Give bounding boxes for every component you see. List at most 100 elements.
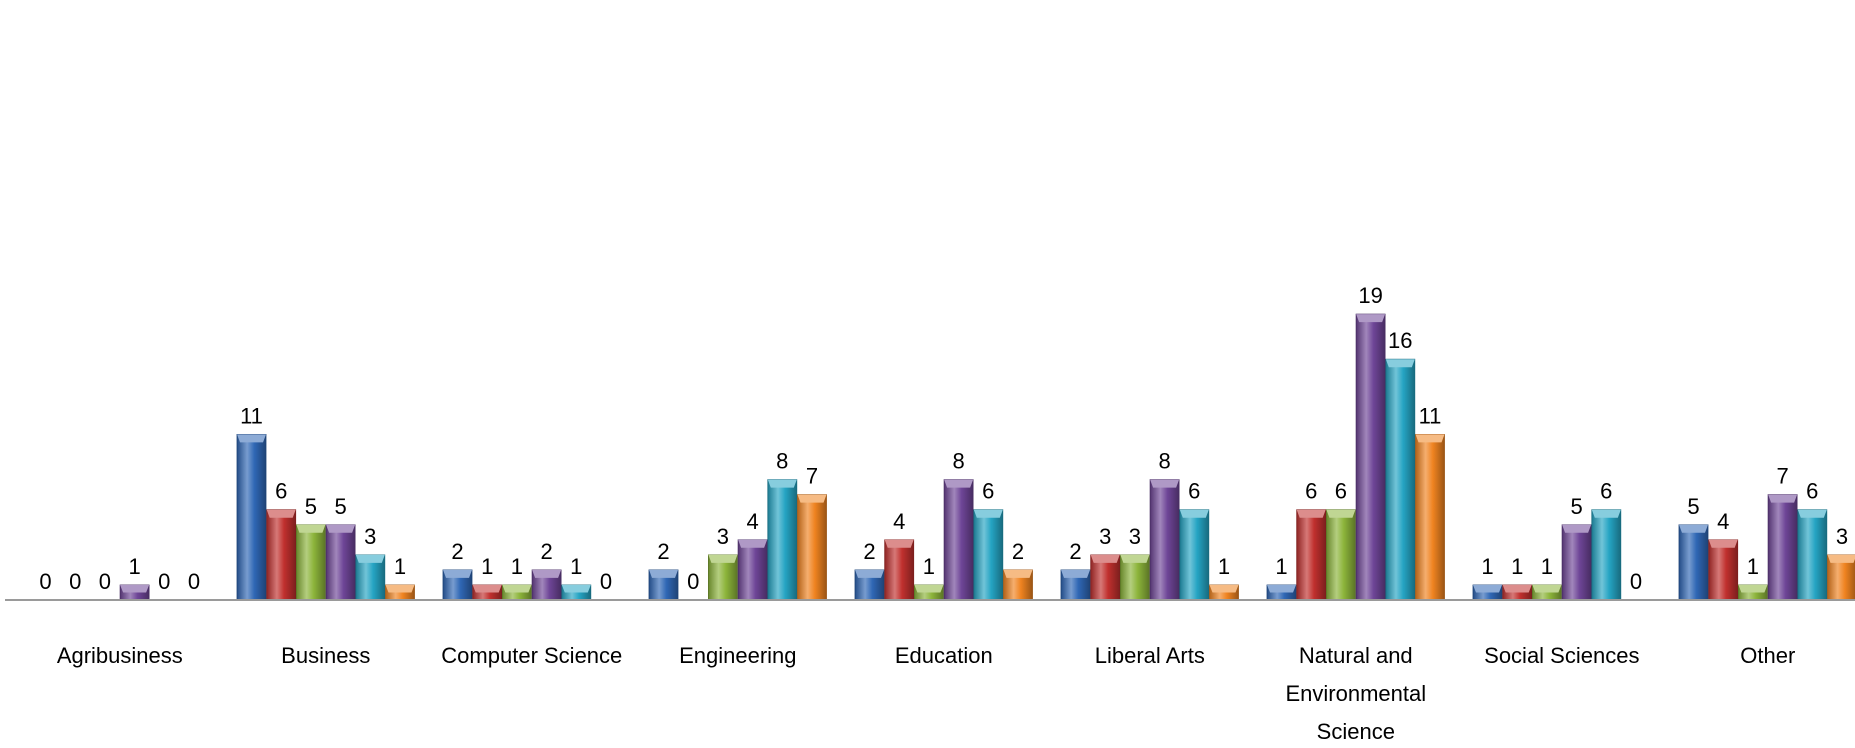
bar-cap-1-3 [326,524,356,533]
value-label-4-4: 6 [982,479,994,504]
value-label-0-5: 0 [188,569,200,594]
value-label-8-5: 3 [1836,524,1848,549]
bar-7-3 [1561,524,1592,601]
bar-7-4 [1591,509,1622,601]
bar-6-1 [1296,509,1327,601]
bar-6-2 [1326,509,1356,601]
bar-6-5 [1415,433,1445,601]
bar-cap-7-0 [1473,585,1502,593]
category-label-1: Business [281,643,370,668]
bar-cap-4-5 [1003,569,1033,578]
bar-cap-7-4 [1591,509,1621,518]
bar-cap-3-2 [708,554,738,563]
value-label-6-1: 6 [1305,479,1317,504]
category-label-8: Other [1740,643,1795,668]
value-label-8-1: 4 [1717,509,1729,534]
value-label-1-1: 6 [275,479,287,504]
bar-cap-7-2 [1532,585,1562,593]
value-label-2-4: 1 [570,554,582,579]
bar-cap-5-5 [1209,585,1239,593]
bar-cap-1-4 [355,554,385,563]
value-label-7-2: 1 [1541,554,1553,579]
bar-cap-7-3 [1562,524,1592,533]
value-label-1-4: 3 [364,524,376,549]
category-label-5: Liberal Arts [1095,643,1205,668]
bar-cap-5-0 [1061,569,1090,578]
bar-cap-8-5 [1827,554,1855,563]
bar-1-1 [266,509,297,601]
bar-4-3 [943,479,974,601]
value-label-6-2: 6 [1335,479,1347,504]
value-label-4-3: 8 [952,449,964,474]
value-label-0-4: 0 [158,569,170,594]
bar-6-4 [1385,358,1416,601]
bar-cap-4-0 [855,569,884,578]
bar-cap-5-4 [1179,509,1209,518]
value-label-7-0: 1 [1481,554,1493,579]
value-label-8-4: 6 [1806,479,1818,504]
value-label-0-1: 0 [69,569,81,594]
value-label-0-2: 0 [99,569,111,594]
category-label-7: Social Sciences [1484,643,1639,668]
value-label-1-3: 5 [334,494,346,519]
value-label-3-0: 2 [657,539,669,564]
value-label-7-3: 5 [1570,494,1582,519]
value-label-6-0: 1 [1275,554,1287,579]
value-label-8-3: 7 [1776,464,1788,489]
value-label-7-5: 0 [1630,569,1642,594]
bar-cap-4-1 [884,539,914,548]
category-label-0: Agribusiness [57,643,183,668]
bar-cap-3-5 [797,494,827,503]
value-label-7-1: 1 [1511,554,1523,579]
bar-8-4 [1797,509,1828,601]
bar-3-5 [797,494,827,601]
bar-cap-6-4 [1385,359,1415,368]
category-label-4: Education [895,643,993,668]
value-label-0-3: 1 [128,554,140,579]
bar-cap-8-1 [1708,539,1738,548]
value-label-7-4: 6 [1600,479,1612,504]
bar-1-3 [325,524,356,601]
value-label-3-4: 8 [776,449,788,474]
value-label-5-0: 2 [1069,539,1081,564]
bar-cap-2-1 [472,585,502,593]
bar-4-1 [884,539,915,601]
bar-cap-6-5 [1415,434,1445,443]
bar-8-0 [1678,524,1709,601]
bar-3-4 [767,479,798,601]
value-label-5-2: 3 [1129,524,1141,549]
bar-cap-4-4 [973,509,1003,518]
bar-cap-3-0 [649,569,678,578]
value-label-6-4: 16 [1388,328,1412,353]
value-label-1-5: 1 [394,554,406,579]
bar-cap-1-0 [237,434,266,443]
value-label-2-2: 1 [511,554,523,579]
value-label-3-5: 7 [806,464,818,489]
bar-cap-8-2 [1738,585,1768,593]
bars-group [119,313,1855,601]
bar-5-3 [1149,479,1180,601]
bar-cap-6-0 [1267,585,1296,593]
value-label-2-5: 0 [600,569,612,594]
value-label-5-4: 6 [1188,479,1200,504]
bar-cap-5-1 [1090,554,1120,563]
value-label-2-3: 2 [540,539,552,564]
value-label-2-0: 2 [451,539,463,564]
value-label-8-0: 5 [1687,494,1699,519]
bar-cap-1-5 [385,585,415,593]
bar-cap-8-0 [1679,524,1708,533]
value-label-5-3: 8 [1158,449,1170,474]
bar-5-4 [1179,509,1210,601]
bar-cap-3-3 [738,539,768,548]
bar-cap-8-3 [1768,494,1798,503]
value-label-8-2: 1 [1747,554,1759,579]
category-label-6: Natural and Environmental Science [1285,643,1426,744]
bar-cap-5-3 [1150,479,1180,488]
value-label-2-1: 1 [481,554,493,579]
bar-cap-3-4 [767,479,797,488]
category-label-2: Computer Science [441,643,622,668]
bar-cap-1-2 [296,524,326,533]
bar-cap-8-4 [1797,509,1827,518]
